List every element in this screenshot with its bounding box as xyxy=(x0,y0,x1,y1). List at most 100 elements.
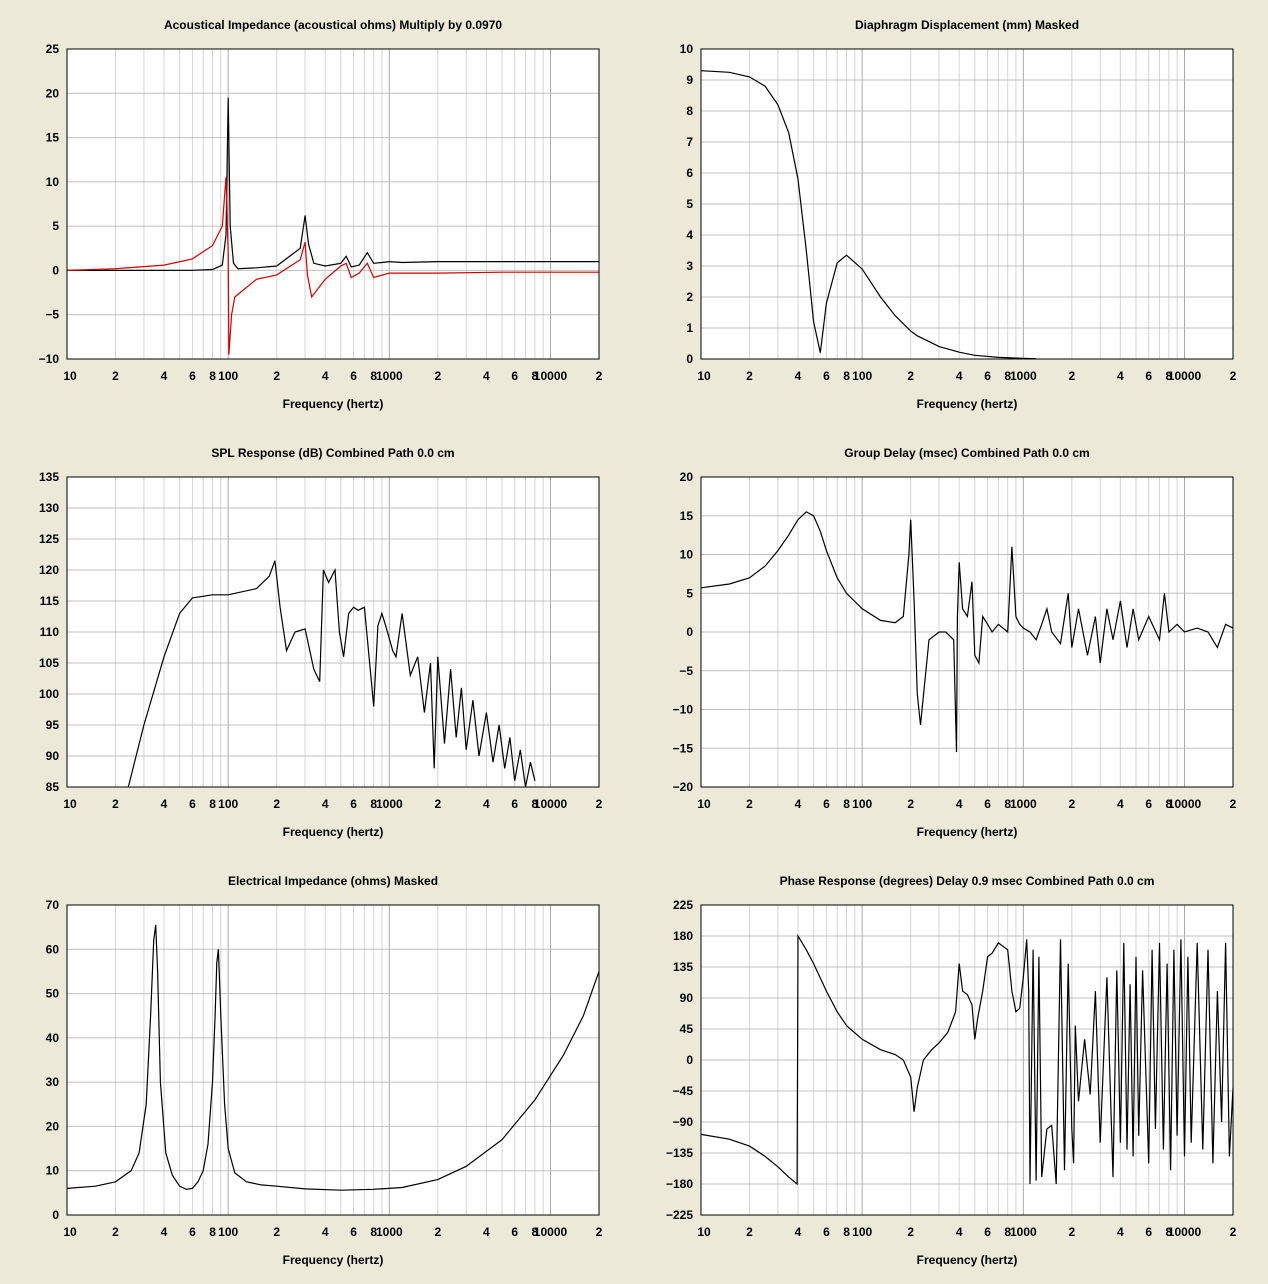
x-tick-label: 2 xyxy=(596,369,603,383)
y-tick-label: 5 xyxy=(686,586,693,600)
y-tick-label: 120 xyxy=(39,563,59,577)
x-tick-label: 100 xyxy=(852,369,872,383)
x-tick-label: 2 xyxy=(907,797,914,811)
plot-border xyxy=(66,48,600,360)
x-tick-label: 4 xyxy=(1117,797,1124,811)
y-tick-label: 225 xyxy=(673,898,693,912)
y-tick-label: 135 xyxy=(673,960,693,974)
x-tick-label: 6 xyxy=(984,369,991,383)
x-tick-label: 2 xyxy=(596,1225,603,1239)
x-tick-label: 10000 xyxy=(1168,797,1202,811)
x-tick-label: 4 xyxy=(483,1225,490,1239)
y-tick-label: 4 xyxy=(686,228,693,242)
x-tick-label: 2 xyxy=(1230,797,1237,811)
x-tick-label: 6 xyxy=(984,797,991,811)
x-tick-label: 8 xyxy=(1166,1225,1173,1239)
y-tick-label: 45 xyxy=(680,1022,694,1036)
x-tick-label: 6 xyxy=(823,797,830,811)
y-tick-label: −15 xyxy=(673,741,694,755)
x-tick-label: 6 xyxy=(1145,797,1152,811)
x-tick-label: 10000 xyxy=(1168,1225,1202,1239)
x-tick-label: 2 xyxy=(112,369,119,383)
x-tick-label: 8 xyxy=(843,369,850,383)
plot-area xyxy=(67,49,599,359)
y-tick-label: 110 xyxy=(40,625,60,639)
y-tick-label: 7 xyxy=(686,135,693,149)
chart-title: SPL Response (dB) Combined Path 0.0 cm xyxy=(211,446,454,460)
x-tick-label: 6 xyxy=(189,797,196,811)
series-line-0 xyxy=(127,560,536,787)
x-axis-label: Frequency (hertz) xyxy=(283,1253,384,1267)
y-tick-label: 95 xyxy=(46,718,60,732)
y-tick-label: 1 xyxy=(686,321,693,335)
x-tick-label: 8 xyxy=(532,369,539,383)
x-tick-label: 4 xyxy=(322,1225,329,1239)
y-tick-label: 115 xyxy=(40,594,60,608)
y-tick-label: −135 xyxy=(666,1146,693,1160)
x-tick-label: 10 xyxy=(63,369,77,383)
x-tick-label: 10 xyxy=(697,369,711,383)
x-tick-label: 2 xyxy=(434,369,441,383)
plot-border xyxy=(66,904,600,1216)
y-tick-label: 0 xyxy=(52,1208,59,1222)
x-axis-label: Frequency (hertz) xyxy=(283,825,384,839)
y-tick-label: 105 xyxy=(39,656,59,670)
y-tick-label: 9 xyxy=(686,73,693,87)
y-tick-label: 20 xyxy=(46,1119,60,1133)
x-tick-label: 2 xyxy=(596,797,603,811)
plot-border xyxy=(700,48,1234,360)
y-tick-label: 25 xyxy=(46,42,60,56)
y-tick-label: 85 xyxy=(46,780,60,794)
x-tick-label: 2 xyxy=(746,797,753,811)
x-tick-label: 4 xyxy=(1117,1225,1124,1239)
plot-border xyxy=(66,476,600,788)
x-tick-label: 6 xyxy=(984,1225,991,1239)
x-tick-label: 2 xyxy=(907,369,914,383)
y-tick-label: 90 xyxy=(46,749,60,763)
x-tick-label: 4 xyxy=(322,797,329,811)
x-tick-label: 6 xyxy=(1145,369,1152,383)
x-tick-label: 1000 xyxy=(376,797,403,811)
y-tick-label: 0 xyxy=(52,263,59,277)
y-tick-label: −20 xyxy=(673,780,694,794)
x-tick-label: 100 xyxy=(218,797,238,811)
x-tick-label: 4 xyxy=(956,1225,963,1239)
x-tick-label: 8 xyxy=(1004,369,1011,383)
x-tick-label: 10000 xyxy=(1168,369,1202,383)
series-line-0 xyxy=(67,97,599,271)
x-tick-label: 8 xyxy=(209,797,216,811)
x-tick-label: 8 xyxy=(370,369,377,383)
x-tick-label: 8 xyxy=(532,1225,539,1239)
x-tick-label: 4 xyxy=(956,369,963,383)
x-tick-label: 8 xyxy=(1166,797,1173,811)
x-tick-label: 8 xyxy=(370,1225,377,1239)
series-line-0 xyxy=(701,511,1233,753)
x-tick-label: 10 xyxy=(697,1225,711,1239)
x-tick-label: 1000 xyxy=(376,1225,403,1239)
x-tick-label: 4 xyxy=(795,1225,802,1239)
x-tick-label: 2 xyxy=(112,797,119,811)
x-tick-label: 100 xyxy=(852,797,872,811)
x-tick-label: 2 xyxy=(434,797,441,811)
x-tick-label: 4 xyxy=(322,369,329,383)
x-tick-label: 2 xyxy=(434,1225,441,1239)
x-tick-label: 10000 xyxy=(534,797,568,811)
plot-border xyxy=(700,476,1234,788)
y-tick-label: 2 xyxy=(686,290,693,304)
y-tick-label: 50 xyxy=(46,987,60,1001)
x-tick-label: 2 xyxy=(273,1225,280,1239)
y-tick-label: −10 xyxy=(39,352,60,366)
y-tick-label: 5 xyxy=(52,219,59,233)
x-tick-label: 4 xyxy=(483,797,490,811)
y-tick-label: −90 xyxy=(673,1115,694,1129)
x-tick-label: 10 xyxy=(63,797,77,811)
plot-border xyxy=(700,904,1234,1216)
x-tick-label: 2 xyxy=(1230,369,1237,383)
series-line-0 xyxy=(67,924,599,1191)
y-tick-label: 10 xyxy=(46,175,60,189)
